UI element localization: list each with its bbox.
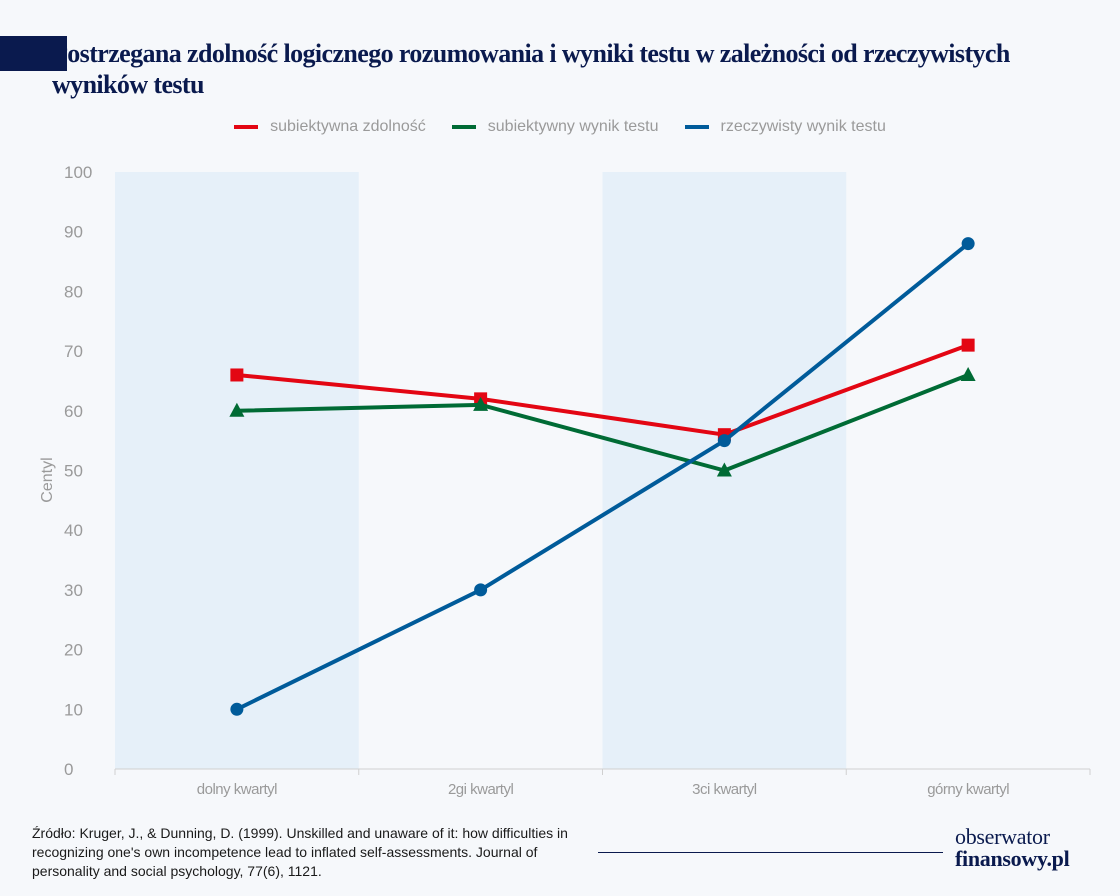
- source-note: Źródło: Kruger, J., & Dunning, D. (1999)…: [32, 825, 568, 879]
- shaded-band: [115, 172, 359, 769]
- legend-label: rzeczywisty wynik testu: [720, 118, 886, 135]
- y-axis-label: Centyl: [39, 457, 56, 502]
- legend: subiektywna zdolność subiektywny wynik te…: [0, 118, 1120, 136]
- x-tick-label: 2gi kwartyl: [448, 781, 514, 798]
- y-tick-label: 100: [64, 163, 92, 182]
- y-tick-label: 30: [64, 581, 83, 600]
- x-tick-label: górny kwartyl: [927, 781, 1009, 798]
- y-tick-label: 10: [64, 700, 83, 719]
- legend-label: subiektywna zdolność: [270, 118, 426, 135]
- legend-swatch: [684, 125, 709, 129]
- logo-line1: obserwator: [955, 824, 1050, 849]
- data-point-square: [961, 338, 975, 352]
- y-tick-label: 70: [64, 342, 83, 361]
- chart-title: Postrzegana zdolność logicznego rozumowa…: [52, 39, 1010, 99]
- y-tick-label: 60: [64, 402, 83, 421]
- brand-logo: obserwator finansowy.pl: [955, 826, 1095, 870]
- legend-swatch: [451, 125, 476, 129]
- data-point-circle: [961, 237, 975, 251]
- series-line: [236, 373, 969, 473]
- x-tick-label: dolny kwartyl: [197, 781, 277, 798]
- legend-item: rzeczywisty wynik testu: [684, 118, 886, 136]
- series-line: [236, 343, 969, 437]
- legend-item: subiektywna zdolność: [234, 118, 426, 136]
- series-line: [235, 242, 970, 712]
- y-tick-label: 20: [64, 641, 83, 660]
- data-point-circle: [717, 434, 731, 448]
- y-tick-label: 80: [64, 282, 83, 301]
- legend-item: subiektywny wynik testu: [451, 118, 659, 136]
- y-tick-label: 0: [64, 760, 73, 779]
- data-point-square: [230, 368, 244, 382]
- title-accent-bar: [0, 36, 67, 71]
- legend-swatch: [234, 125, 259, 129]
- x-tick-label: 3ci kwartyl: [692, 781, 757, 798]
- y-tick-label: 40: [64, 521, 83, 540]
- data-point-triangle: [473, 396, 489, 411]
- source-divider: [598, 852, 943, 853]
- data-point-circle: [230, 702, 244, 716]
- legend-label: subiektywny wynik testu: [487, 118, 659, 135]
- y-tick-label: 50: [64, 462, 83, 481]
- data-point-triangle: [229, 402, 245, 417]
- y-tick-label: 90: [64, 223, 83, 242]
- data-point-circle: [474, 583, 488, 597]
- logo-line2: finansowy.pl: [955, 846, 1070, 871]
- data-point-triangle: [960, 366, 976, 381]
- data-point-triangle: [716, 462, 732, 477]
